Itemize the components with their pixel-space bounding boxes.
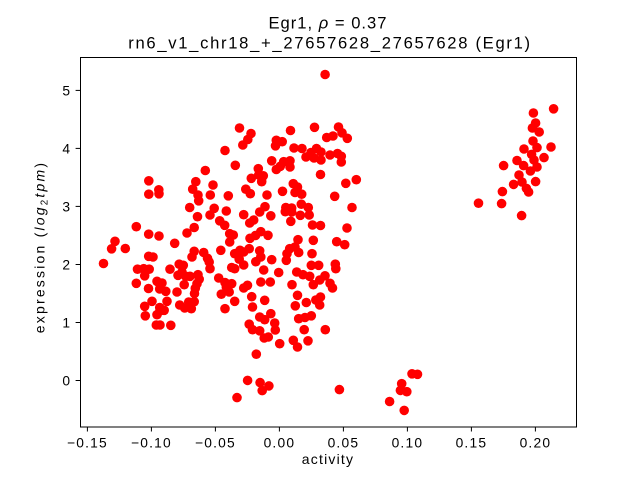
svg-text:Egr1, ρ = 0.37: Egr1, ρ = 0.37 [268, 13, 387, 32]
svg-text:0.10: 0.10 [392, 436, 424, 451]
svg-text:0.05: 0.05 [328, 436, 360, 451]
svg-text:5: 5 [62, 83, 70, 98]
svg-text:4: 4 [62, 141, 70, 156]
svg-text:0.20: 0.20 [520, 436, 552, 451]
svg-text:1: 1 [62, 315, 70, 330]
svg-text:−0.05: −0.05 [195, 436, 236, 451]
svg-text:activity: activity [302, 451, 354, 467]
svg-text:−0.15: −0.15 [67, 436, 108, 451]
svg-text:rn6_v1_chr18_+_27657628_276576: rn6_v1_chr18_+_27657628_27657628 (Egr1) [128, 33, 532, 52]
svg-text:0.15: 0.15 [456, 436, 488, 451]
svg-text:0.00: 0.00 [264, 436, 296, 451]
svg-text:0: 0 [62, 373, 70, 388]
svg-text:2: 2 [62, 257, 70, 272]
svg-text:−0.10: −0.10 [131, 436, 172, 451]
svg-text:3: 3 [62, 199, 70, 214]
